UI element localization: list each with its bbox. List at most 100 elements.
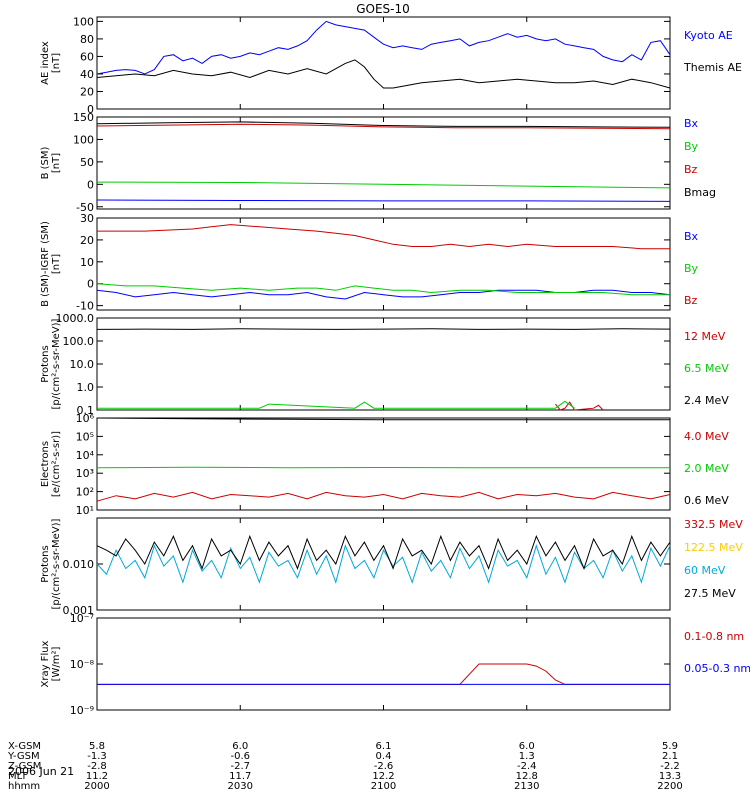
y-tick-label: 10⁵ [76, 430, 94, 443]
panel-frame [96, 417, 671, 511]
legend-entry: 0.6 MeV [684, 494, 729, 507]
series-line-by [96, 283, 670, 296]
y-tick-label: 0.010 [63, 558, 95, 571]
legend-entry: By [684, 262, 699, 275]
y-axis-label: B (SM)[nT] [40, 146, 62, 179]
x-axis-value: 11.2 [86, 771, 108, 782]
y-axis-label-line: [nT] [51, 153, 62, 173]
x-axis-value: 0.4 [376, 751, 392, 762]
y-tick-label: 0.001 [63, 604, 95, 617]
legend-entry: 6.5 MeV [684, 362, 729, 375]
x-axis-value: 6.0 [232, 741, 248, 752]
series-line-bx [96, 289, 671, 300]
legend-entry: 4.0 MeV [684, 430, 729, 443]
y-tick-label: 100 [73, 15, 94, 28]
y-axis-label-line: Protons [40, 545, 51, 582]
panel-frame [96, 217, 671, 311]
y-axis-label: Protons[p/(cm²-s-sr-MeV)] [40, 518, 62, 609]
y-tick-label: 60 [80, 50, 94, 63]
y-tick-label: 100 [73, 133, 94, 146]
legend-entry: 2.0 MeV [684, 462, 729, 475]
y-axis-label-line: [nT] [51, 254, 62, 274]
panel-4: 0.11.010.0100.01000.0Protons[p/(cm²-s-sr… [40, 312, 729, 417]
legend-entry: 122.5 MeV [684, 541, 743, 554]
x-axis-value: 11.7 [229, 771, 251, 782]
series-line-bz [96, 123, 671, 130]
y-tick-label: 0 [87, 178, 94, 191]
x-axis-row-label: Z-GSM [8, 761, 41, 772]
y-tick-label: 150 [73, 111, 94, 124]
y-tick-label: 10³ [76, 467, 94, 480]
y-axis-label-line: [nT] [51, 53, 62, 73]
y-tick-label: 10² [76, 486, 94, 499]
y-axis-label: Electrons[e/(cm²-s-sr)] [40, 431, 62, 497]
y-tick-label: 10.0 [70, 358, 95, 371]
y-axis-label-line: Xray Flux [40, 640, 51, 687]
panel-frame [96, 116, 671, 210]
x-axis-value: -0.6 [230, 751, 250, 762]
y-tick-label: 80 [80, 33, 94, 46]
y-tick-label: 0 [87, 103, 94, 116]
x-axis-value: -2.8 [87, 761, 107, 772]
panel-frame [96, 16, 671, 110]
y-tick-label: 0 [87, 278, 94, 291]
y-axis-label-line: [W/m²] [51, 646, 62, 681]
legend-entry: By [684, 140, 699, 153]
x-axis-value: 2.1 [662, 751, 678, 762]
x-axis-value: -2.7 [230, 761, 250, 772]
x-axis-table: X-GSM 5.8 6.0 6.1 6.0 5.9 Y-GSM -1.3 -0.6 0.4 1.3 2… [7, 741, 683, 792]
panel-frame [96, 517, 671, 611]
panel-5: 10¹ 10² 10³ 10⁴ 10⁵ 10⁶ Electrons[e/(cm²-s-sr)… [40, 412, 729, 517]
x-axis-row-label: X-GSM [8, 741, 41, 752]
y-tick-label: 40 [80, 68, 94, 81]
panel-frame [96, 317, 671, 411]
series-line-0-6-mev [96, 417, 670, 421]
legend-entry: Bz [684, 163, 698, 176]
panel-1: 0 20 40 60 80 100 AE index[nT] Kyoto AE Themis A… [40, 15, 742, 116]
legend-entry: 332.5 MeV [684, 518, 743, 531]
y-axis-label: Protons[p/(cm²-s-sr-MeV)] [40, 318, 62, 409]
y-tick-label: 100.0 [63, 335, 95, 348]
legend-entry: Bmag [684, 186, 716, 199]
legend-entry: Bx [684, 230, 699, 243]
x-axis-value: 2030 [228, 781, 253, 792]
series-line-0-1-0-8-nm [97, 663, 670, 685]
legend-entry: 0.1-0.8 nm [684, 630, 744, 643]
panel-frame [96, 617, 671, 711]
series-line-6-5-mev [97, 400, 575, 409]
x-axis-value: 13.3 [659, 771, 681, 782]
x-axis-row-label: MLT [8, 771, 28, 782]
x-axis-value: 6.1 [376, 741, 392, 752]
y-axis-label-line: [p/(cm²-s-sr-MeV)] [51, 318, 62, 409]
legend-entry: Kyoto AE [684, 29, 733, 42]
y-tick-label: -10 [76, 300, 94, 313]
series-line-2-4-mev [96, 328, 671, 330]
y-tick-label: 20 [80, 85, 94, 98]
x-axis-value: 12.2 [372, 771, 394, 782]
series-line-bz [97, 224, 670, 250]
panel-3: -10 0 10 20 30 B (SM)-IGRF (SM)[nT] Bx By Bz [40, 212, 699, 313]
y-tick-label: 30 [80, 212, 94, 225]
x-axis-value: 12.8 [516, 771, 538, 782]
series-line-60-mev [96, 544, 671, 584]
x-axis-value: 5.8 [89, 741, 105, 752]
y-tick-label: 50 [80, 156, 94, 169]
legend-entry: 12 MeV [684, 330, 726, 343]
y-tick-label: 1.0 [77, 381, 95, 394]
series-line-themis-ae [96, 59, 671, 89]
legend-entry: 0.05-0.3 nm [684, 662, 750, 675]
y-tick-label: 10⁻⁸ [70, 658, 95, 671]
date-label: 2006 Jun 21 [8, 765, 74, 778]
y-axis-label: B (SM)-IGRF (SM)[nT] [40, 221, 62, 307]
x-axis-value: 2000 [84, 781, 109, 792]
legend-entry: Bx [684, 117, 699, 130]
x-axis-value: 6.0 [519, 741, 535, 752]
series-line-by [96, 181, 671, 189]
x-axis-value: -2.4 [517, 761, 537, 772]
series-line-4-0-mev [96, 491, 671, 502]
panel-2: -50 0 50 100 150 B (SM)[nT] Bx By Bz Bmag [40, 111, 716, 214]
x-axis-value: -1.3 [87, 751, 107, 762]
y-tick-label: 0.1 [77, 404, 95, 417]
y-tick-label: 10⁶ [76, 412, 95, 425]
